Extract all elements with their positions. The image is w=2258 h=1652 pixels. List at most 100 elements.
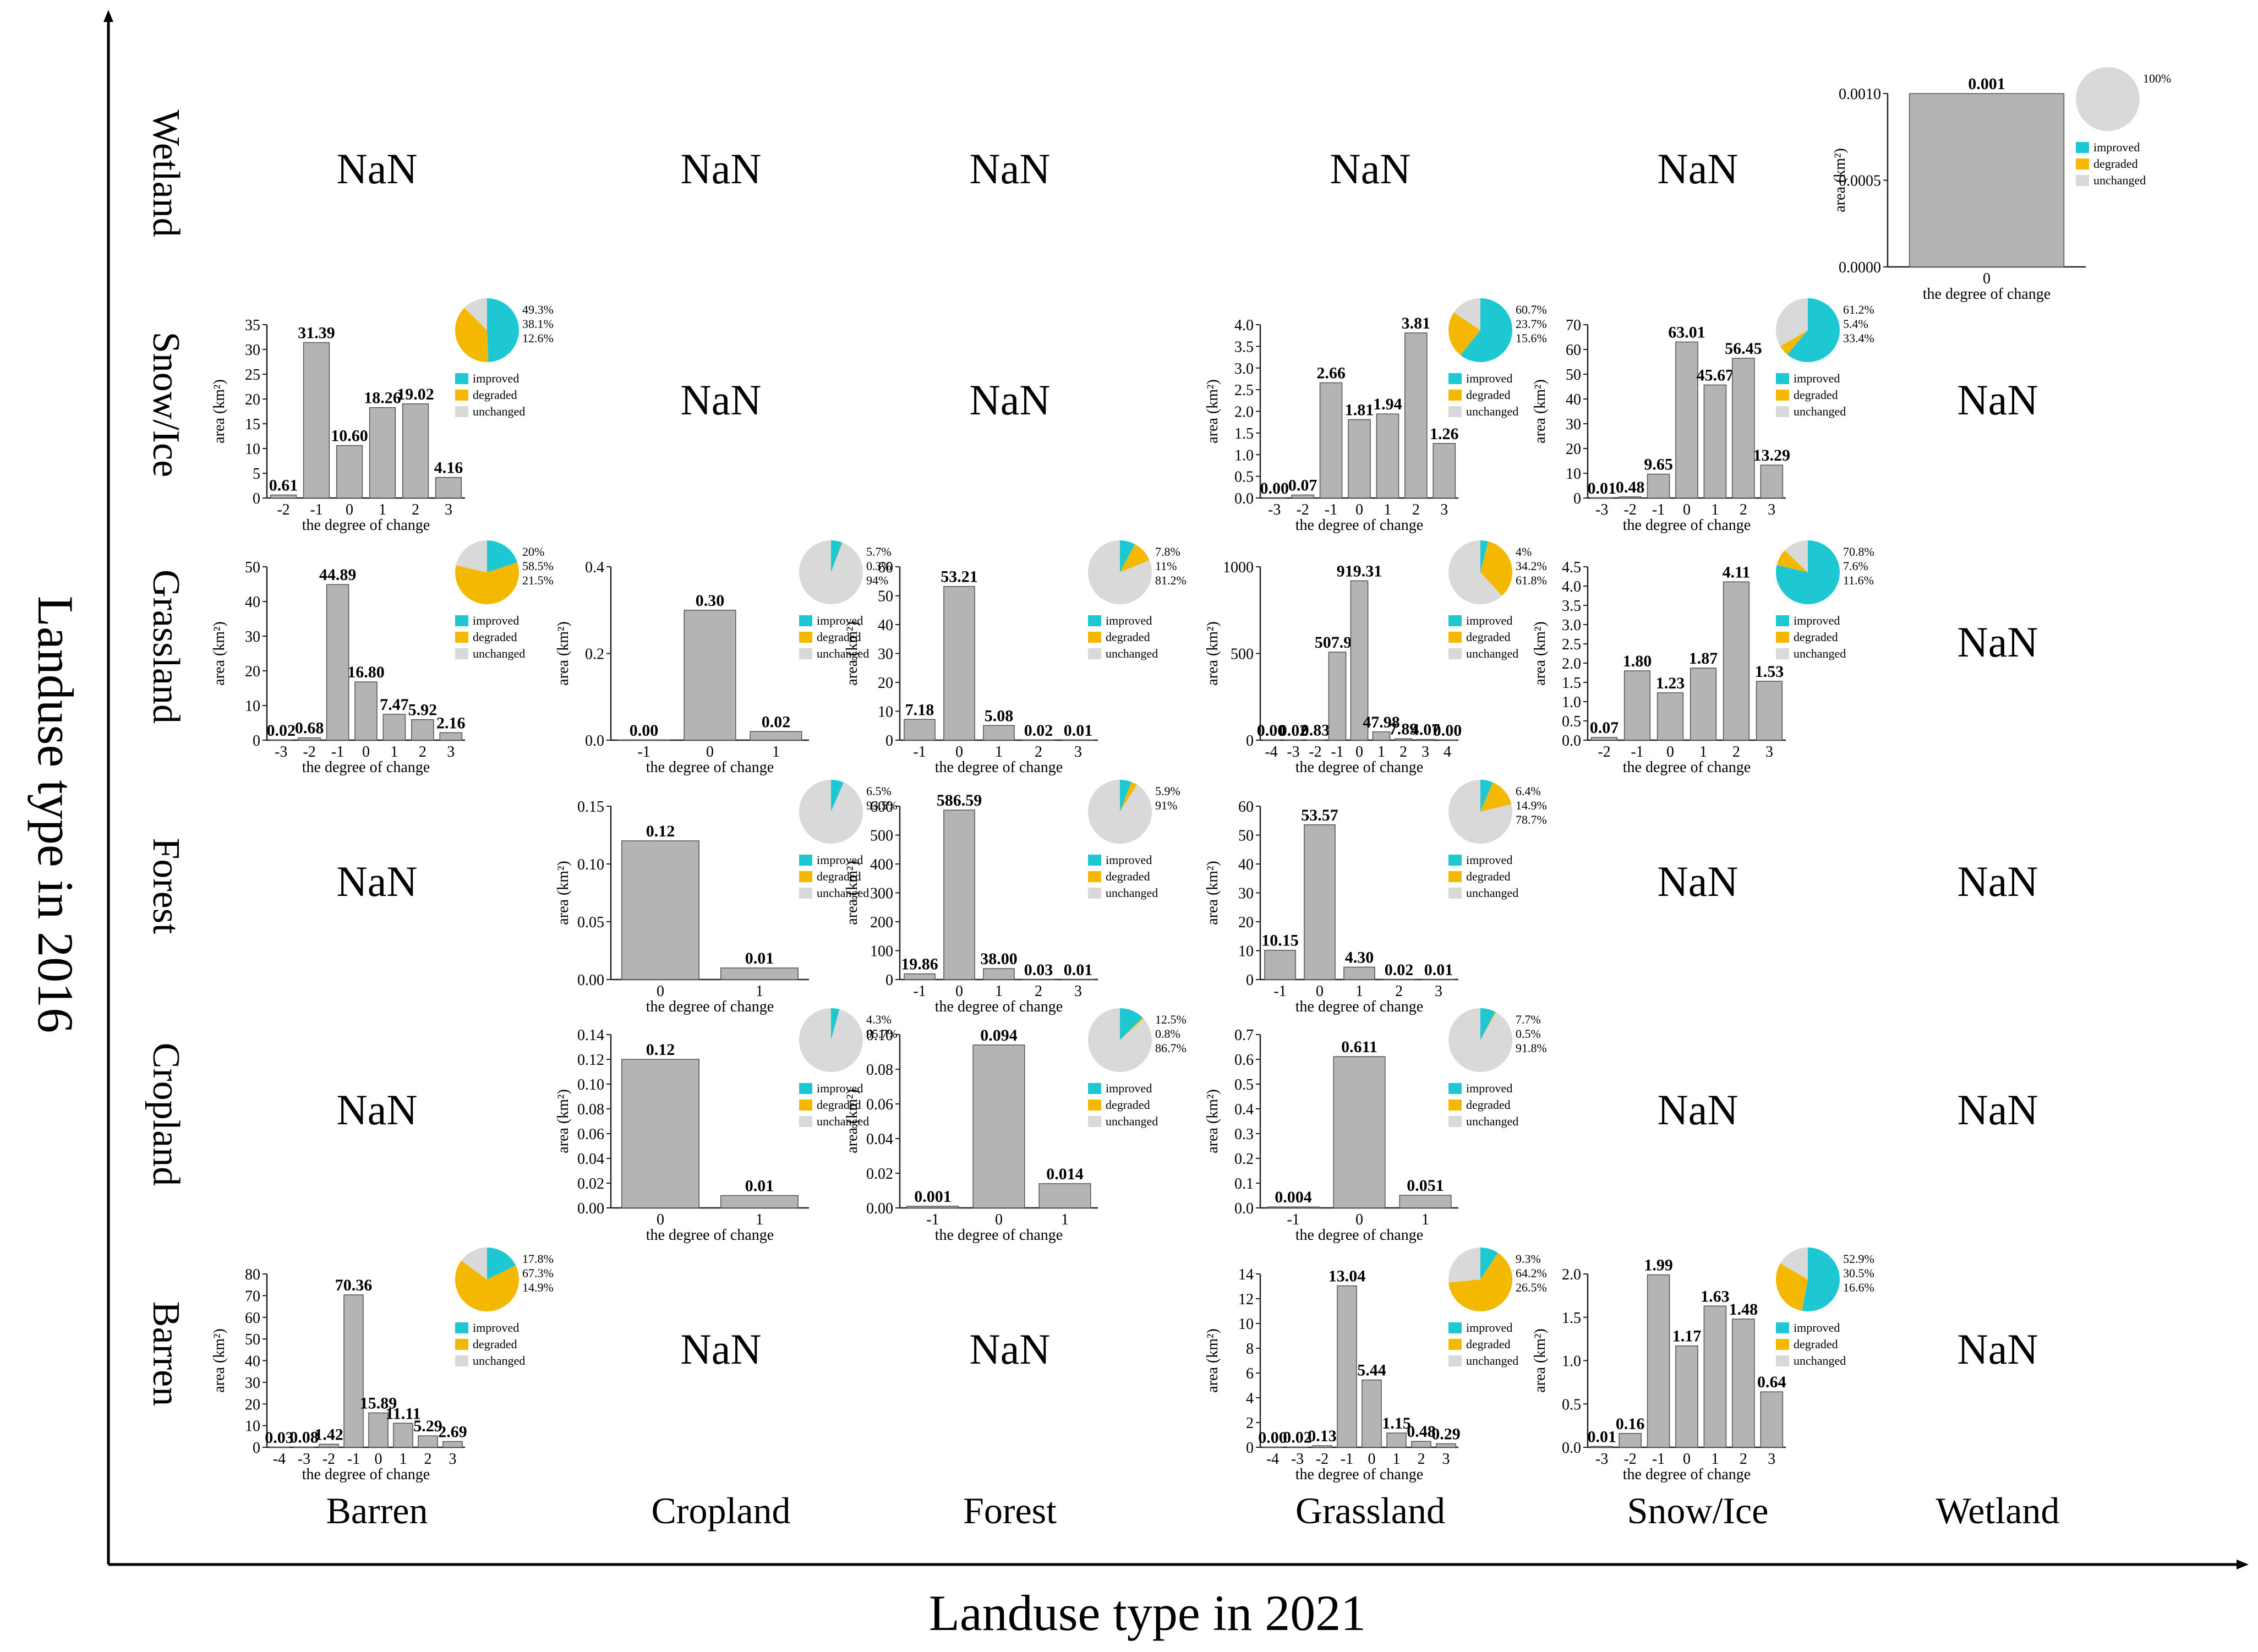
y-tick-label: 0.04 <box>577 1151 604 1168</box>
y-axis-label: area (km²) <box>1204 861 1221 925</box>
legend-swatch-unchanged <box>799 1116 812 1127</box>
pie-percent-label: 91.8% <box>1516 1041 1547 1055</box>
y-tick-label: 0.5 <box>1562 1396 1581 1413</box>
x-tick-label: 0 <box>995 1211 1003 1228</box>
legend-label-improved: improved <box>473 1321 519 1334</box>
bar <box>1623 670 1651 741</box>
legend-label-unchanged: unchanged <box>817 647 869 660</box>
pie-percent-label: 0.3% <box>866 559 892 573</box>
x-axis-label: the degree of change <box>1295 1227 1423 1244</box>
bar-value-label: 5.29 <box>413 1417 442 1435</box>
column-label-forest: Forest <box>963 1490 1057 1531</box>
y-tick-label: 0 <box>253 490 260 507</box>
y-tick-label: 0.0 <box>585 732 604 750</box>
bar <box>1023 740 1054 741</box>
x-tick-label: 1 <box>995 743 1003 761</box>
pie-slice-improved <box>1787 298 1840 362</box>
y-tick-label: 10 <box>1238 1316 1254 1333</box>
bar <box>1760 1391 1784 1448</box>
legend-label-degraded: degraded <box>817 869 861 883</box>
pie-slice-degraded <box>831 542 843 572</box>
y-tick-label: 30 <box>245 1375 260 1392</box>
x-tick-label: 1 <box>1711 501 1719 518</box>
nan-barren-cropland: NaN <box>680 1325 761 1373</box>
y-tick-label: 0.0000 <box>1839 259 1881 276</box>
y-tick-label: 3.0 <box>1234 360 1254 378</box>
bar <box>904 973 936 980</box>
x-tick-label: -1 <box>1287 1211 1299 1228</box>
x-tick-label: -1 <box>1631 743 1643 761</box>
pie-slice-improved <box>1120 780 1132 812</box>
bar-value-label: 15.89 <box>360 1394 397 1412</box>
legend-swatch-degraded <box>1776 632 1789 643</box>
x-axis-label: the degree of change <box>1623 517 1751 534</box>
y-tick-label: 0.3 <box>1234 1126 1254 1143</box>
x-tick-label: -1 <box>1652 1451 1665 1468</box>
bar-value-label: 0.01 <box>1424 961 1453 979</box>
bar <box>435 477 462 499</box>
legend-swatch-unchanged <box>1088 1116 1101 1127</box>
legend-swatch-unchanged <box>1448 1355 1462 1366</box>
legend-swatch-unchanged <box>2076 175 2089 186</box>
y-axis-label: area (km²) <box>1204 1328 1221 1392</box>
row-label-snow-ice: Snow/Ice <box>145 332 187 477</box>
bar <box>1675 1345 1698 1448</box>
nan-barren-wetland: NaN <box>1957 1325 2038 1373</box>
pie-percent-label: 86.7% <box>1155 1041 1187 1055</box>
pie-slice-unchanged <box>1448 1248 1480 1283</box>
x-tick-label: 0 <box>657 1211 664 1228</box>
bar <box>1264 949 1296 980</box>
bar-value-label: 3.81 <box>1402 314 1431 332</box>
bar-value-label: 0.01 <box>745 949 774 967</box>
y-tick-label: 0.06 <box>577 1126 604 1143</box>
x-axis-label: the degree of change <box>1295 998 1423 1015</box>
y-tick-label: 0.0 <box>1234 1200 1254 1217</box>
legend-label-degraded: degraded <box>817 630 861 644</box>
bar <box>1760 464 1784 499</box>
chart-forest-forest: 0 100 200 300 400 500 600 area (km²) 19.86 -1 586.… <box>844 780 1180 1015</box>
x-tick-label: 2 <box>424 1451 432 1468</box>
bar-value-label: 63.01 <box>1668 323 1705 341</box>
y-tick-label: 25 <box>245 366 260 384</box>
legend-label-unchanged: unchanged <box>2093 173 2146 187</box>
bar-value-label: 0.29 <box>1431 1425 1461 1443</box>
pie-percent-label: 15.6% <box>1516 331 1547 345</box>
y-tick-label: 2.5 <box>1562 636 1581 653</box>
legend-swatch-degraded <box>1448 1339 1462 1350</box>
x-tick-label: 3 <box>1421 743 1429 761</box>
y-axis-label: area (km²) <box>555 861 572 925</box>
bar-value-label: 1.23 <box>1656 674 1685 692</box>
x-tick-label: 2 <box>1399 743 1407 761</box>
pie-slice-degraded <box>1775 1263 1808 1311</box>
bar <box>621 840 699 980</box>
bar-value-label: 11.11 <box>385 1404 420 1423</box>
pie-percent-label: 67.3% <box>522 1266 554 1280</box>
y-tick-label: 20 <box>245 391 260 408</box>
pie-percent-label: 93.5% <box>866 798 898 812</box>
bar-value-label: 70.36 <box>335 1276 373 1294</box>
bar-value-label: 19.02 <box>397 385 434 403</box>
x-tick-label: -4 <box>273 1451 286 1468</box>
y-tick-label: 0.0 <box>1562 1440 1581 1457</box>
x-tick-label: 0 <box>955 743 963 761</box>
y-tick-label: 5 <box>253 466 260 483</box>
bar-value-label: 1.63 <box>1701 1287 1730 1305</box>
legend-label-degraded: degraded <box>1466 388 1511 402</box>
bar <box>1703 1305 1727 1448</box>
pie-percent-label: 6.4% <box>1516 784 1541 798</box>
x-tick-label: -3 <box>1595 1451 1608 1468</box>
pie-slice-unchanged <box>1087 1008 1152 1072</box>
bar <box>1262 1447 1283 1448</box>
chart-grassland-snowice: 0.0 0.5 1.0 1.5 2.0 2.5 3.0 3.5 4.0 4.5 area (km²)… <box>1532 540 1874 776</box>
x-tick-label: -1 <box>1273 983 1286 1000</box>
bar-value-label: 4.30 <box>1345 948 1374 966</box>
bar <box>1306 739 1325 741</box>
y-tick-label: 400 <box>870 856 893 873</box>
legend-swatch-improved <box>1088 615 1101 626</box>
chart-grassland-forest: 0 10 20 30 40 50 60 area (km²) 7.18 -1 53.21 0 5.08 1… <box>844 540 1187 776</box>
x-tick-label: 1 <box>772 743 780 761</box>
x-tick-label: 3 <box>1768 1451 1775 1468</box>
